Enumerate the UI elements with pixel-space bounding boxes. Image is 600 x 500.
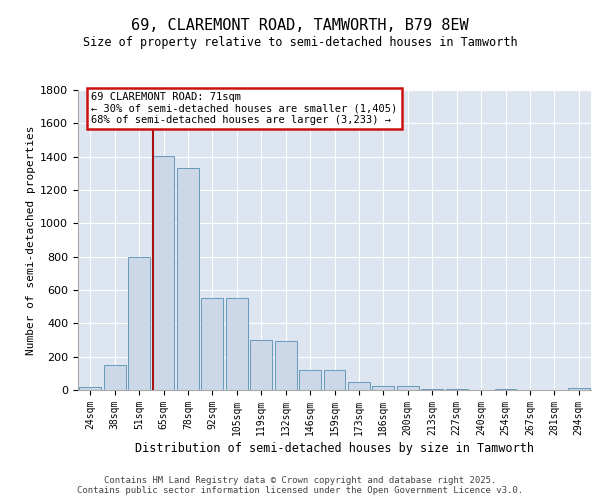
X-axis label: Distribution of semi-detached houses by size in Tamworth: Distribution of semi-detached houses by … [135, 442, 534, 455]
Text: Size of property relative to semi-detached houses in Tamworth: Size of property relative to semi-detach… [83, 36, 517, 49]
Bar [299, 370, 321, 390]
Bar [177, 168, 199, 390]
Bar [202, 298, 223, 390]
Bar [79, 386, 101, 390]
Bar [275, 341, 296, 390]
Bar [104, 365, 125, 390]
Bar [568, 388, 590, 390]
Bar [446, 389, 467, 390]
Bar [494, 389, 517, 390]
Text: 69 CLAREMONT ROAD: 71sqm
← 30% of semi-detached houses are smaller (1,405)
68% o: 69 CLAREMONT ROAD: 71sqm ← 30% of semi-d… [91, 92, 398, 125]
Bar [152, 156, 175, 390]
Text: Contains HM Land Registry data © Crown copyright and database right 2025.
Contai: Contains HM Land Registry data © Crown c… [77, 476, 523, 495]
Bar [226, 298, 248, 390]
Bar [323, 370, 346, 390]
Bar [348, 382, 370, 390]
Text: 69, CLAREMONT ROAD, TAMWORTH, B79 8EW: 69, CLAREMONT ROAD, TAMWORTH, B79 8EW [131, 18, 469, 32]
Bar [128, 256, 150, 390]
Bar [397, 386, 419, 390]
Y-axis label: Number of semi-detached properties: Number of semi-detached properties [26, 125, 36, 355]
Bar [373, 386, 394, 390]
Bar [250, 340, 272, 390]
Bar [421, 389, 443, 390]
